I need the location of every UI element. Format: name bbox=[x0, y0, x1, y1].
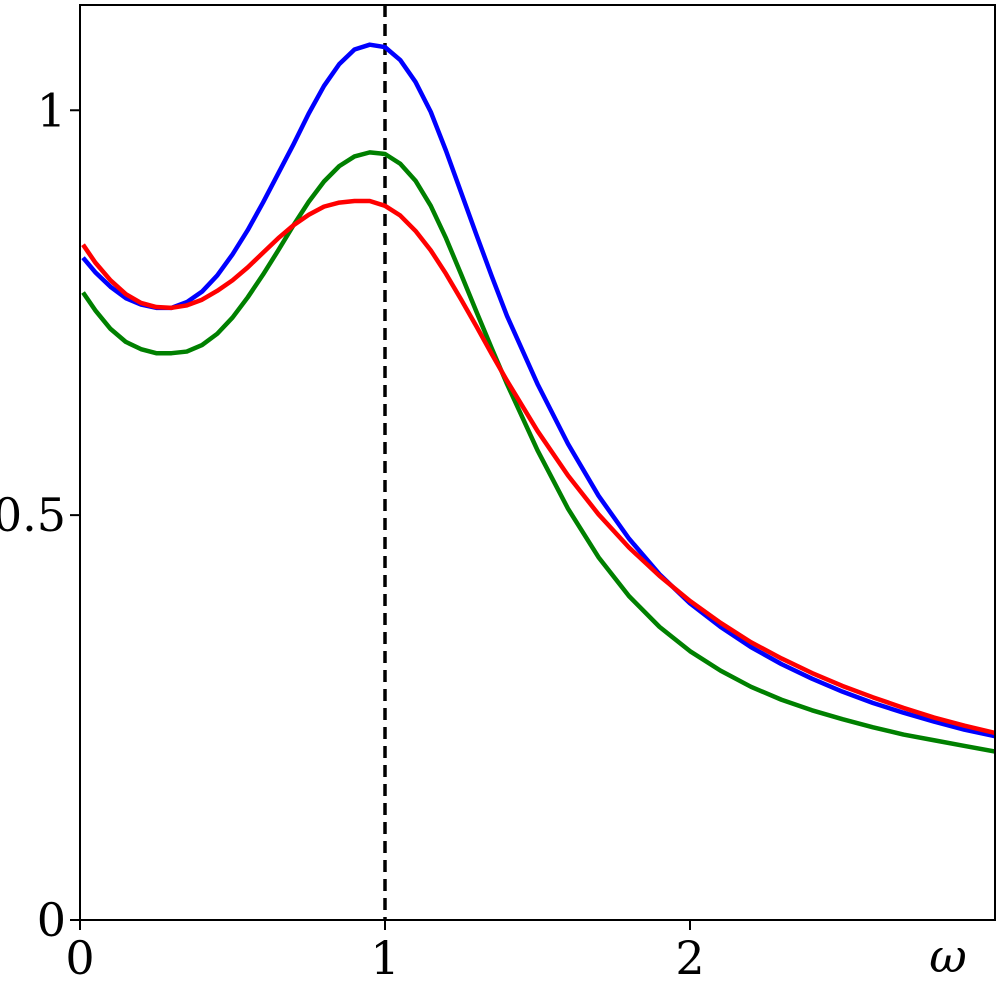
x-tick-label-2: 2 bbox=[675, 931, 704, 985]
series-line-1 bbox=[81, 42, 995, 739]
x-axis-label: ω bbox=[929, 929, 967, 983]
axes-frame bbox=[79, 4, 996, 921]
series-line-2 bbox=[81, 150, 995, 754]
axes: 0 1 2 0 0.5 1 bbox=[0, 4, 996, 985]
plot-area bbox=[81, 5, 995, 920]
y-tick-label-0: 0 bbox=[37, 893, 66, 947]
series-line-3 bbox=[81, 198, 995, 736]
y-tick-label-1: 1 bbox=[37, 83, 66, 137]
y-tick-label-0.5: 0.5 bbox=[0, 488, 66, 542]
x-tick-label-1: 1 bbox=[370, 931, 399, 985]
x-tick-label-0: 0 bbox=[65, 931, 94, 985]
